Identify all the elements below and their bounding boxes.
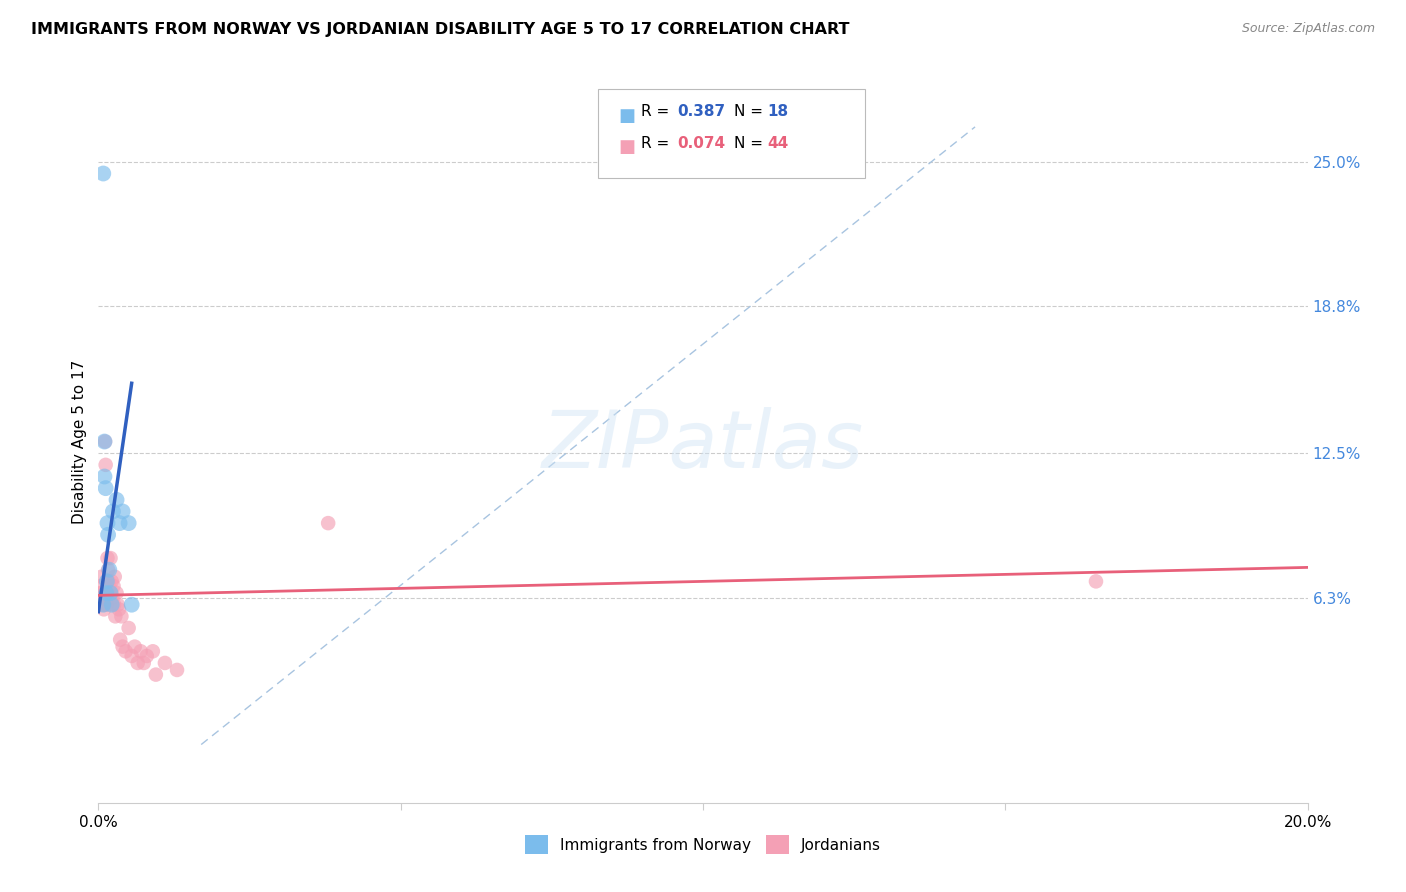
- Legend: Immigrants from Norway, Jordanians: Immigrants from Norway, Jordanians: [519, 830, 887, 860]
- Point: [124, 640, 146, 654]
- Text: R =: R =: [641, 136, 675, 151]
- Point: [104, 570, 127, 584]
- Point: [166, 663, 188, 677]
- Text: 0.387: 0.387: [678, 104, 725, 120]
- Point: [93, 434, 115, 449]
- Point: [96, 586, 118, 600]
- Point: [135, 648, 157, 663]
- Text: N =: N =: [734, 104, 768, 120]
- Point: [97, 574, 120, 589]
- Point: [93, 469, 115, 483]
- Point: [91, 598, 114, 612]
- Text: N =: N =: [734, 136, 768, 151]
- Point: [153, 656, 176, 670]
- Point: [111, 504, 134, 518]
- Point: [129, 644, 152, 658]
- Point: [98, 563, 121, 577]
- Point: [103, 579, 125, 593]
- Point: [96, 516, 118, 530]
- Y-axis label: Disability Age 5 to 17: Disability Age 5 to 17: [72, 359, 87, 524]
- Text: ZIPatlas: ZIPatlas: [541, 407, 865, 485]
- Point: [96, 574, 118, 589]
- Text: 44: 44: [768, 136, 789, 151]
- Point: [127, 656, 149, 670]
- Point: [110, 609, 132, 624]
- Point: [108, 632, 131, 647]
- Point: [316, 516, 339, 530]
- Point: [100, 598, 122, 612]
- Point: [104, 609, 127, 624]
- Point: [96, 551, 118, 566]
- Point: [114, 644, 136, 658]
- Text: Source: ZipAtlas.com: Source: ZipAtlas.com: [1241, 22, 1375, 36]
- Point: [97, 528, 120, 542]
- Text: ■: ■: [619, 107, 636, 125]
- Point: [142, 644, 165, 658]
- Point: [94, 434, 117, 449]
- Point: [101, 504, 124, 518]
- Point: [98, 579, 121, 593]
- Point: [94, 458, 117, 472]
- Point: [1085, 574, 1108, 589]
- Point: [91, 591, 114, 605]
- Point: [118, 621, 141, 635]
- Point: [100, 586, 122, 600]
- Point: [90, 570, 112, 584]
- Point: [93, 602, 115, 616]
- Point: [118, 516, 141, 530]
- Point: [93, 598, 115, 612]
- Point: [100, 574, 122, 589]
- Point: [100, 586, 122, 600]
- Point: [103, 598, 125, 612]
- Text: 0.074: 0.074: [678, 136, 725, 151]
- Point: [121, 598, 143, 612]
- Text: ■: ■: [619, 138, 636, 156]
- Point: [96, 586, 118, 600]
- Point: [108, 516, 131, 530]
- Point: [121, 648, 143, 663]
- Point: [91, 598, 114, 612]
- Point: [105, 586, 128, 600]
- Text: 18: 18: [768, 104, 789, 120]
- Point: [132, 656, 155, 670]
- Point: [94, 481, 117, 495]
- Point: [89, 586, 111, 600]
- Point: [145, 667, 167, 681]
- Point: [105, 492, 128, 507]
- Point: [96, 598, 118, 612]
- Text: IMMIGRANTS FROM NORWAY VS JORDANIAN DISABILITY AGE 5 TO 17 CORRELATION CHART: IMMIGRANTS FROM NORWAY VS JORDANIAN DISA…: [31, 22, 849, 37]
- Point: [101, 591, 124, 605]
- Point: [111, 640, 134, 654]
- Point: [107, 598, 129, 612]
- Point: [91, 167, 114, 181]
- Point: [97, 563, 120, 577]
- Text: R =: R =: [641, 104, 675, 120]
- Point: [100, 551, 122, 566]
- Point: [108, 602, 131, 616]
- Point: [91, 586, 114, 600]
- Point: [90, 579, 112, 593]
